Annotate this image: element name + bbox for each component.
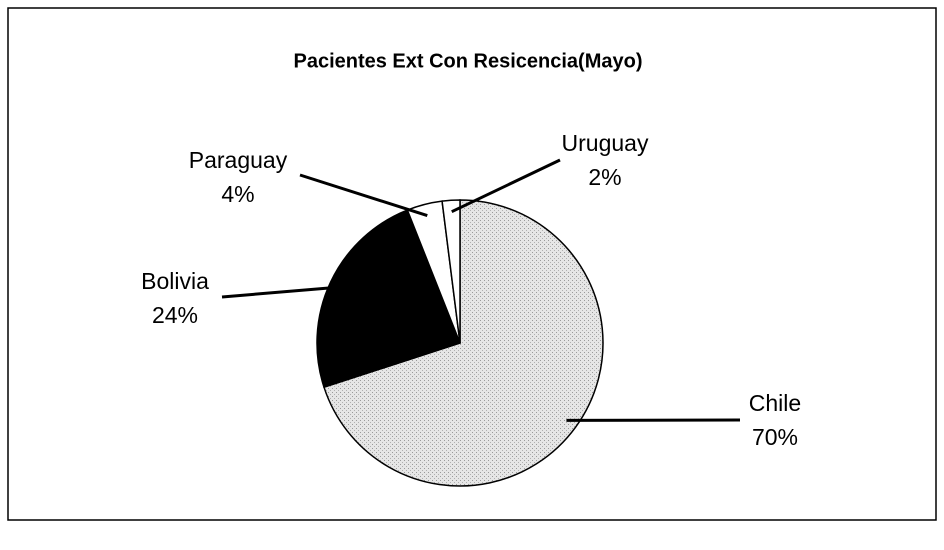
pie-slice [323,199,604,487]
data-label-value: 2% [588,164,621,190]
pie-slice [441,199,461,344]
leader-line [299,173,428,218]
data-label-value: 70% [752,424,798,450]
data-label-name: Paraguay [189,147,288,173]
leader-line [221,285,342,299]
data-label-name: Uruguay [562,130,649,156]
data-label-value: 24% [152,302,198,328]
data-label-name: Bolivia [141,268,209,294]
leader-line [451,158,561,214]
data-label-value: 4% [221,181,254,207]
chart-title: Pacientes Ext Con Resicencia(Mayo) [293,50,642,72]
data-label-name: Chile [749,390,801,416]
